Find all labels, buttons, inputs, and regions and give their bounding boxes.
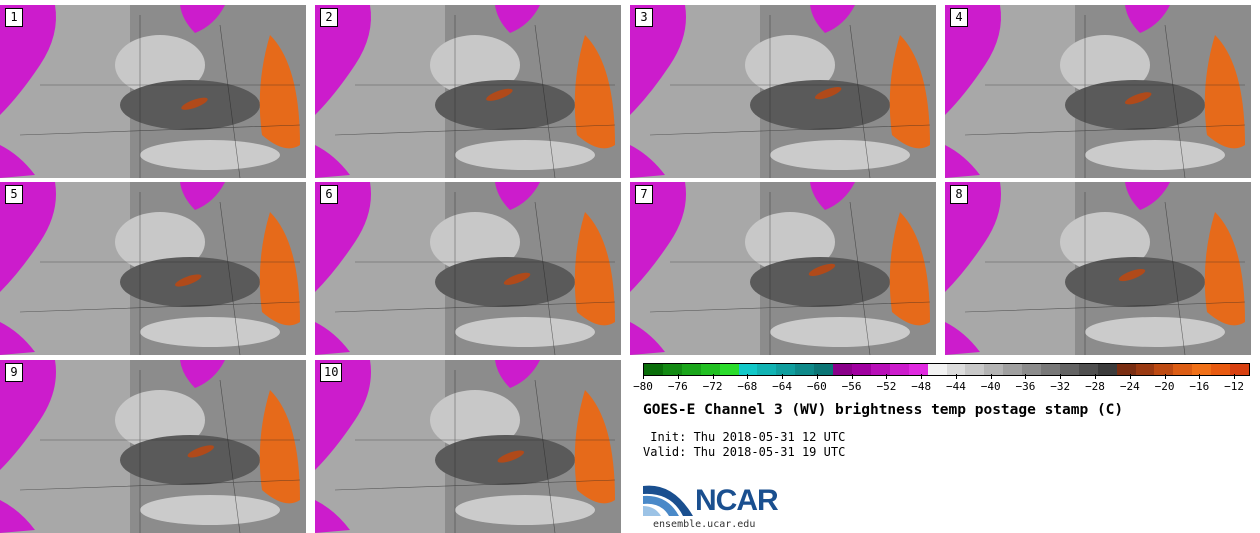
- colorbar-segment: [700, 364, 720, 375]
- colorbar-tick: [1095, 374, 1096, 379]
- colorbar-segment: [1211, 364, 1231, 375]
- colorbar-segment: [662, 364, 682, 375]
- panel-number-label: 5: [5, 185, 23, 204]
- colorbar-tick: [886, 374, 888, 379]
- colorbar-tick-label: −80: [633, 380, 653, 393]
- colorbar-segment: [889, 364, 909, 375]
- panel-number-label: 3: [635, 8, 653, 27]
- colorbar-segment: [644, 364, 663, 375]
- colorbar-tick: [712, 374, 714, 379]
- colorbar-tick-label: −12: [1224, 380, 1245, 393]
- colorbar-tick: [1199, 374, 1201, 379]
- panel-number-label: 2: [320, 8, 338, 27]
- colorbar-segment: [1173, 364, 1193, 375]
- colorbar-segment: [776, 364, 796, 375]
- panel-4: 4: [945, 5, 1251, 178]
- colorbar-segment: [851, 364, 871, 375]
- colorbar-segment: [1078, 364, 1098, 375]
- panel-7: 7: [630, 182, 936, 355]
- colorbar-tick: [921, 374, 923, 379]
- colorbar-segment: [757, 364, 777, 375]
- colorbar-tick: [643, 374, 644, 379]
- colorbar-segment: [833, 364, 852, 375]
- colorbar-tick-label: −52: [876, 380, 897, 393]
- colorbar-tick: [782, 374, 784, 379]
- colorbar-tick-label: −76: [667, 380, 688, 393]
- colorbar-tick-label: −56: [841, 380, 862, 393]
- colorbar-segment: [1135, 364, 1155, 375]
- panel-8: 8: [945, 182, 1251, 355]
- ncar-logo-icon: [643, 485, 693, 516]
- panel-2: 2: [315, 5, 621, 178]
- colorbar-segment: [1059, 364, 1079, 375]
- panel-number-label: 9: [5, 363, 23, 382]
- colorbar-segment: [795, 364, 815, 375]
- colorbar-segment: [1003, 364, 1023, 375]
- colorbar-ticks: −80 −76 −72 −68 −64 −60 −56 −52 −48 −44 −40 −36 −32 −…: [633, 374, 1248, 394]
- colorbar-segment: [946, 364, 966, 375]
- colorbar-tick-label: −28: [1085, 380, 1105, 393]
- colorbar-segment: [870, 364, 890, 375]
- colorbar-tick-label: −68: [737, 380, 758, 393]
- colorbar-segment: [1230, 364, 1249, 375]
- colorbar-segment: [681, 364, 701, 375]
- colorbar-tick-label: −48: [911, 380, 932, 393]
- colorbar-tick: [1129, 374, 1131, 379]
- panel-9: 9: [0, 360, 306, 533]
- colorbar-tick: [1164, 374, 1166, 379]
- figure-title: GOES-E Channel 3 (WV) brightness temp po…: [643, 402, 1124, 418]
- colorbar-tick: [851, 374, 853, 379]
- colorbar-tick: [990, 374, 992, 379]
- colorbar-segment: [814, 364, 834, 375]
- colorbar-segment: [1041, 364, 1060, 375]
- panel-3: 3: [630, 5, 936, 178]
- colorbar-tick-label: −24: [1119, 380, 1140, 393]
- colorbar: [643, 363, 1250, 376]
- panel-number-label: 6: [320, 185, 338, 204]
- colorbar-tick-label: −36: [1015, 380, 1036, 393]
- colorbar-tick-label: −64: [772, 380, 793, 393]
- colorbar-tick-label: −20: [1154, 380, 1175, 393]
- colorbar-tick-label: −16: [1189, 380, 1210, 393]
- colorbar-segment: [1116, 364, 1136, 375]
- panel-6: 6: [315, 182, 621, 355]
- colorbar-tick: [1234, 374, 1236, 379]
- colorbar-segment: [1154, 364, 1174, 375]
- colorbar-tick: [1025, 374, 1027, 379]
- colorbar-segment: [1192, 364, 1212, 375]
- colorbar-tick-label: −40: [980, 380, 1001, 393]
- colorbar-segment: [719, 364, 739, 375]
- colorbar-segment: [927, 364, 947, 375]
- init-time: Init: Thu 2018-05-31 12 UTC: [643, 430, 846, 444]
- logo-text: NCAR: [695, 484, 779, 517]
- panel-number-label: 4: [950, 8, 968, 27]
- panel-number-label: 8: [950, 185, 968, 204]
- panel-1: 1: [0, 5, 306, 178]
- colorbar-segment: [984, 364, 1004, 375]
- panel-number-label: 10: [320, 363, 343, 382]
- colorbar-tick: [955, 374, 957, 379]
- panel-number-label: 1: [5, 8, 23, 27]
- panel-10: 10: [315, 360, 621, 533]
- logo-url: ensemble.ucar.edu: [653, 519, 756, 530]
- colorbar-tick-label: −32: [1050, 380, 1071, 393]
- colorbar-tick-label: −60: [806, 380, 827, 393]
- valid-time: Valid: Thu 2018-05-31 19 UTC: [643, 445, 846, 459]
- colorbar-tick: [677, 374, 679, 379]
- colorbar-segment: [1097, 364, 1117, 375]
- colorbar-tick: [816, 374, 818, 379]
- panel-number-label: 7: [635, 185, 653, 204]
- colorbar-tick-label: −72: [702, 380, 723, 393]
- colorbar-segment: [965, 364, 985, 375]
- colorbar-segment: [1022, 364, 1042, 375]
- panel-5: 5: [0, 182, 306, 355]
- colorbar-tick: [1060, 374, 1062, 379]
- colorbar-tick-label: −44: [945, 380, 966, 393]
- colorbar-tick: [747, 374, 749, 379]
- colorbar-segment: [738, 364, 758, 375]
- colorbar-segment: [908, 364, 928, 375]
